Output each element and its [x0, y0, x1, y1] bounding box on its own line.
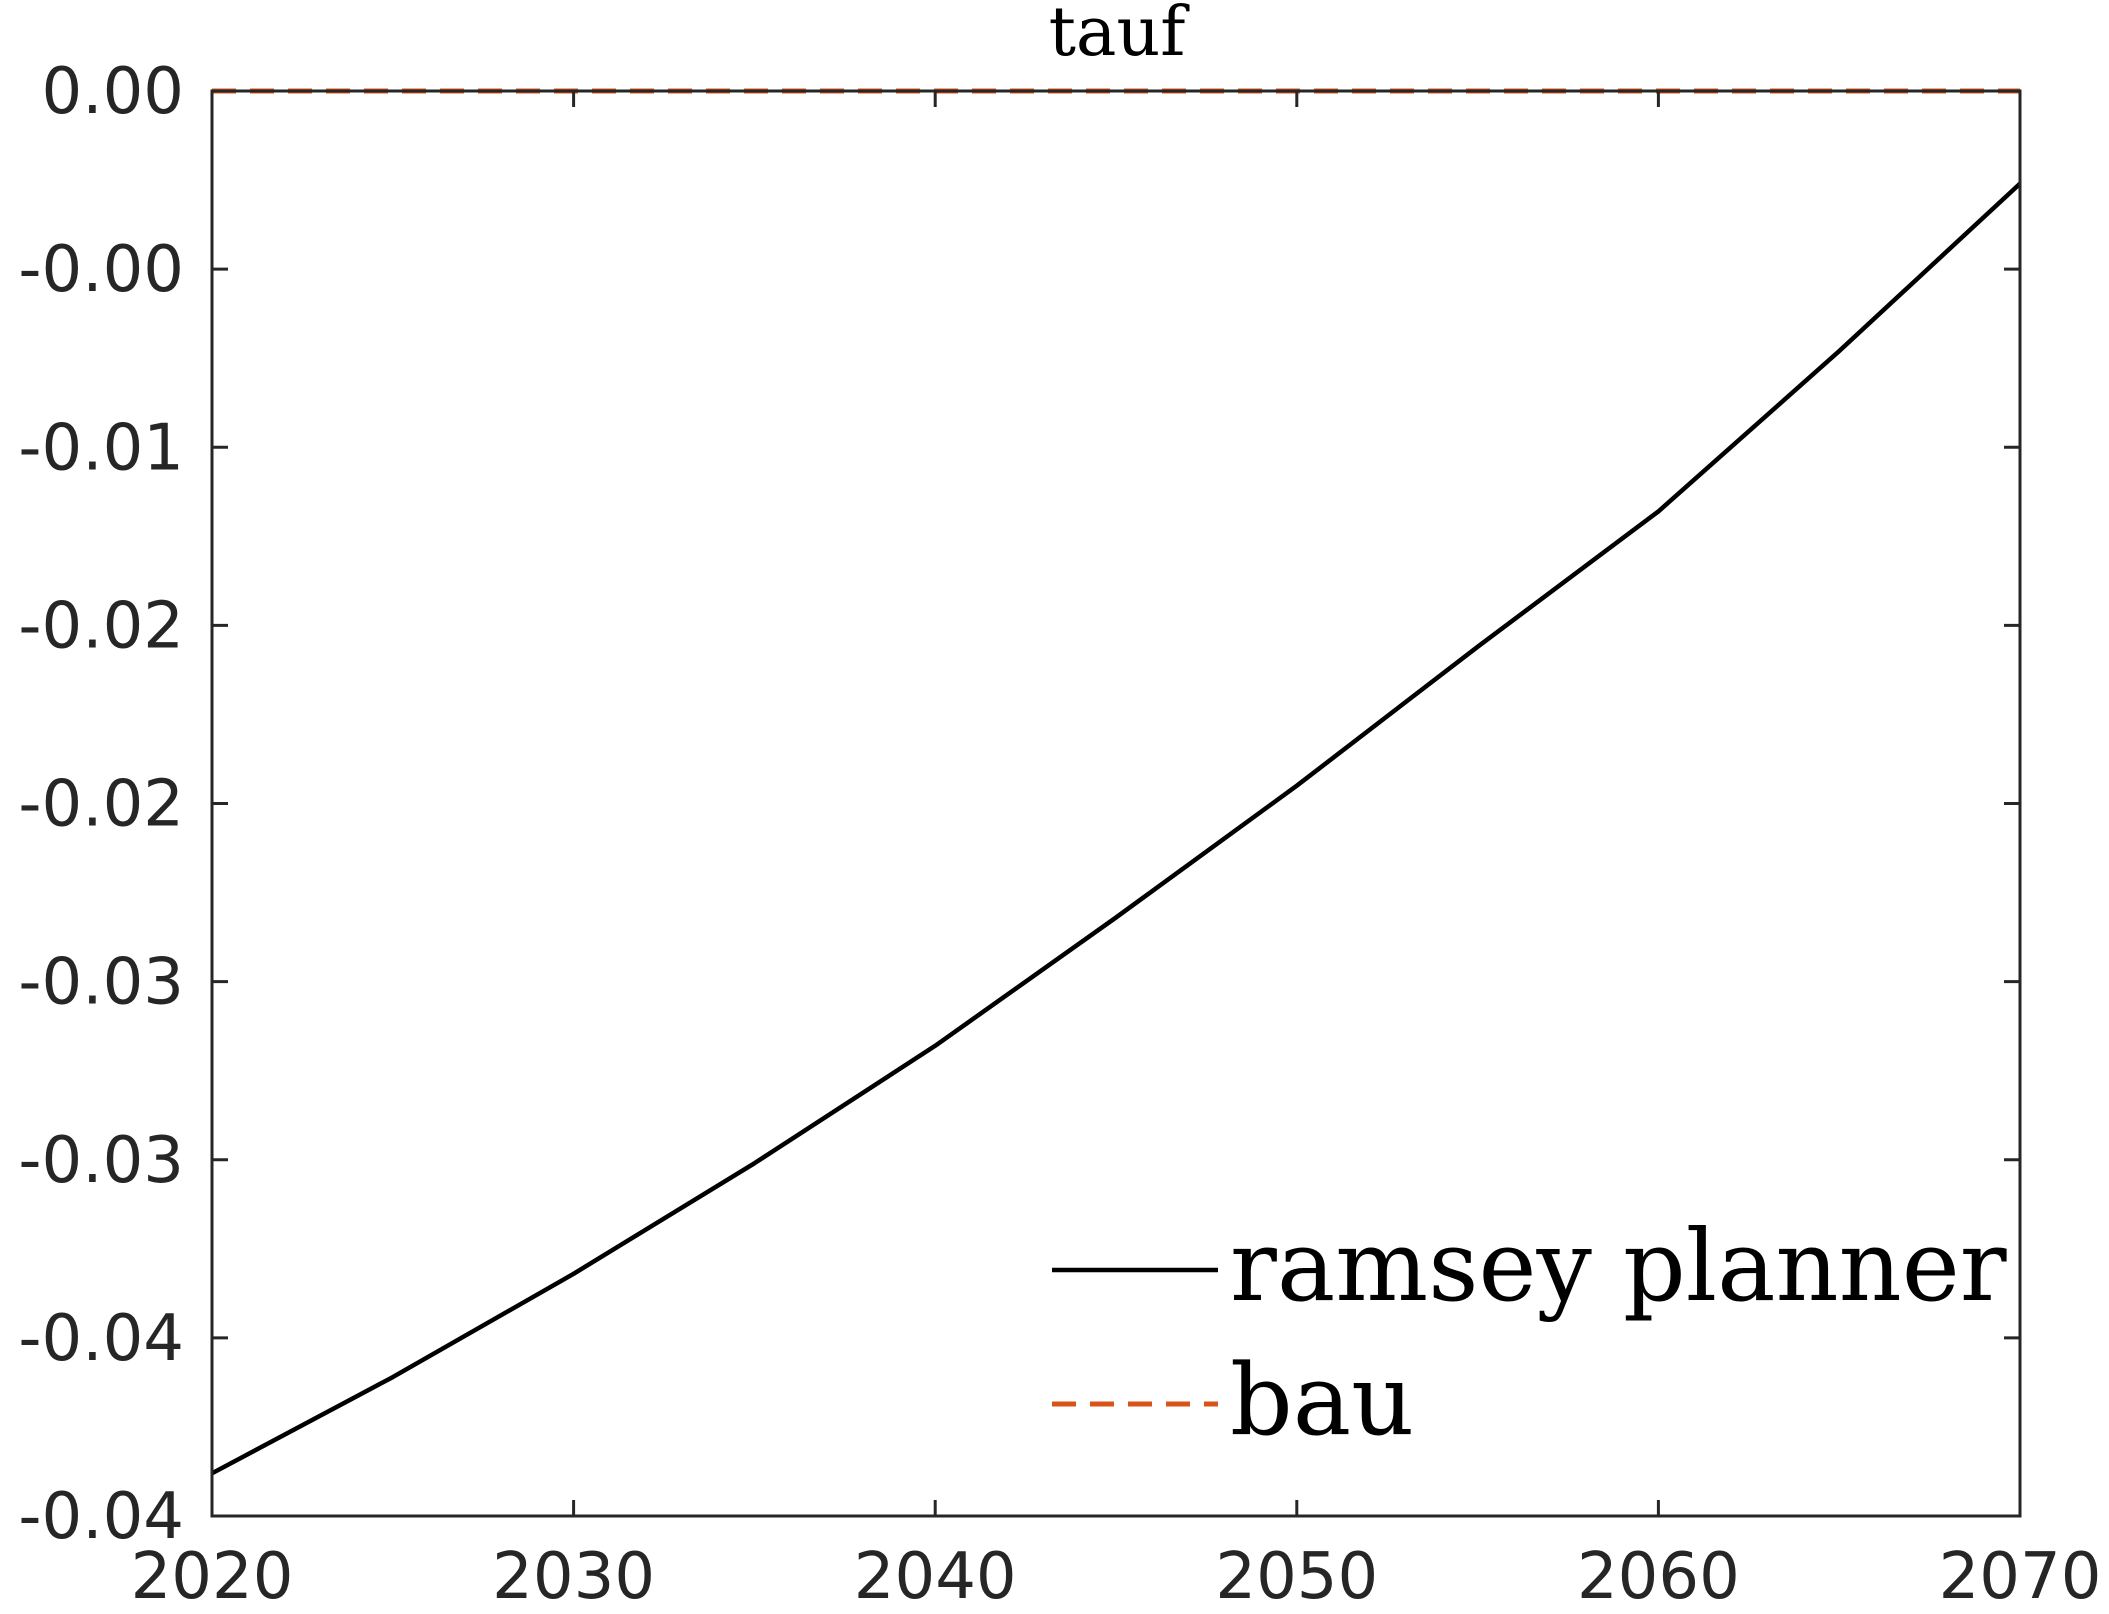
- chart-title: tauf: [1049, 0, 1191, 72]
- series-layer: [210, 88, 2022, 1476]
- x-tick-label: 2040: [854, 1540, 1017, 1614]
- y-tick-label: 0.00: [42, 55, 185, 129]
- x-tick-label: 2060: [1577, 1540, 1740, 1614]
- legend-label-0: ramsey planner: [1230, 1210, 2007, 1324]
- y-tick-label: -0.04: [18, 1480, 184, 1554]
- legend: ramsey planner bau: [1052, 1210, 2007, 1458]
- x-tick-label: 2070: [1939, 1540, 2102, 1614]
- y-tick-label: -0.00: [18, 233, 184, 307]
- y-tick-label: -0.02: [18, 768, 184, 842]
- series-line-0: [210, 181, 2022, 1476]
- legend-label-1: bau: [1230, 1344, 1414, 1458]
- y-tick-label: -0.03: [18, 1124, 184, 1198]
- y-tick-label: -0.01: [18, 411, 184, 485]
- y-tick-label: -0.02: [18, 589, 184, 663]
- x-tick-label: 2050: [1215, 1540, 1378, 1614]
- x-tick-label: 2030: [492, 1540, 655, 1614]
- x-tick-label: 2020: [131, 1540, 294, 1614]
- y-tick-label: -0.04: [18, 1302, 184, 1376]
- axis-ticks: 2020 2030 2040 2050 2060 2070 0.00 -0.00 -0.01 -0…: [18, 55, 2101, 1614]
- y-tick-label: -0.03: [18, 946, 184, 1020]
